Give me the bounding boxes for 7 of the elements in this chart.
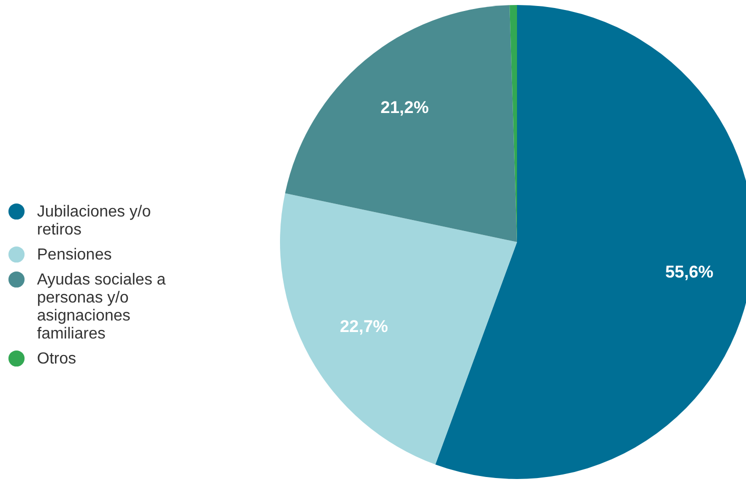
legend-label: Pensiones — [37, 246, 112, 264]
legend-label: Jubilaciones y/o retiros — [37, 204, 151, 238]
data-label: 22,7% — [340, 316, 388, 336]
data-label: 21,2% — [380, 98, 429, 117]
legend-label: Ayudas sociales a personas y/o asignaciones familiares — [37, 272, 166, 342]
legend-label: Otros — [37, 350, 76, 368]
data-label: 55,6% — [665, 262, 714, 282]
